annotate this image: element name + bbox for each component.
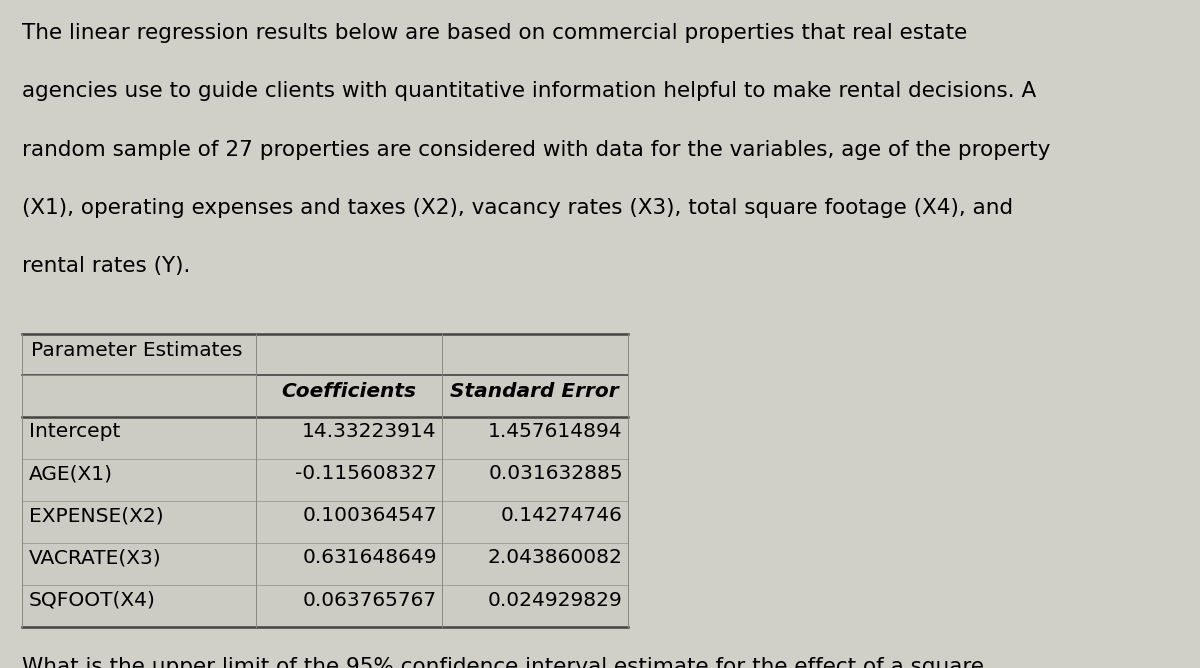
Text: 0.024929829: 0.024929829	[488, 591, 623, 609]
Text: 2.043860082: 2.043860082	[488, 548, 623, 567]
Text: Parameter Estimates: Parameter Estimates	[31, 341, 242, 359]
Text: Coefficients: Coefficients	[281, 382, 416, 401]
Text: SQFOOT(X4): SQFOOT(X4)	[29, 591, 156, 609]
Text: Standard Error: Standard Error	[450, 382, 619, 401]
Text: -0.115608327: -0.115608327	[295, 464, 437, 483]
Text: 0.14274746: 0.14274746	[500, 506, 623, 525]
Text: The linear regression results below are based on commercial properties that real: The linear regression results below are …	[22, 23, 967, 43]
Text: 0.100364547: 0.100364547	[302, 506, 437, 525]
Text: EXPENSE(X2): EXPENSE(X2)	[29, 506, 163, 525]
Text: What is the upper limit of the 95% confidence interval estimate for the effect o: What is the upper limit of the 95% confi…	[22, 657, 984, 668]
Text: Intercept: Intercept	[29, 422, 120, 441]
Text: 14.33223914: 14.33223914	[302, 422, 437, 441]
Text: 0.631648649: 0.631648649	[302, 548, 437, 567]
Text: rental rates (Y).: rental rates (Y).	[22, 256, 190, 276]
Text: agencies use to guide clients with quantitative information helpful to make rent: agencies use to guide clients with quant…	[22, 81, 1036, 102]
Text: (X1), operating expenses and taxes (X2), vacancy rates (X3), total square footag: (X1), operating expenses and taxes (X2),…	[22, 198, 1013, 218]
Text: VACRATE(X3): VACRATE(X3)	[29, 548, 162, 567]
Text: random sample of 27 properties are considered with data for the variables, age o: random sample of 27 properties are consi…	[22, 140, 1050, 160]
Text: 0.031632885: 0.031632885	[488, 464, 623, 483]
Text: 1.457614894: 1.457614894	[488, 422, 623, 441]
Text: AGE(X1): AGE(X1)	[29, 464, 113, 483]
Text: 0.063765767: 0.063765767	[302, 591, 437, 609]
